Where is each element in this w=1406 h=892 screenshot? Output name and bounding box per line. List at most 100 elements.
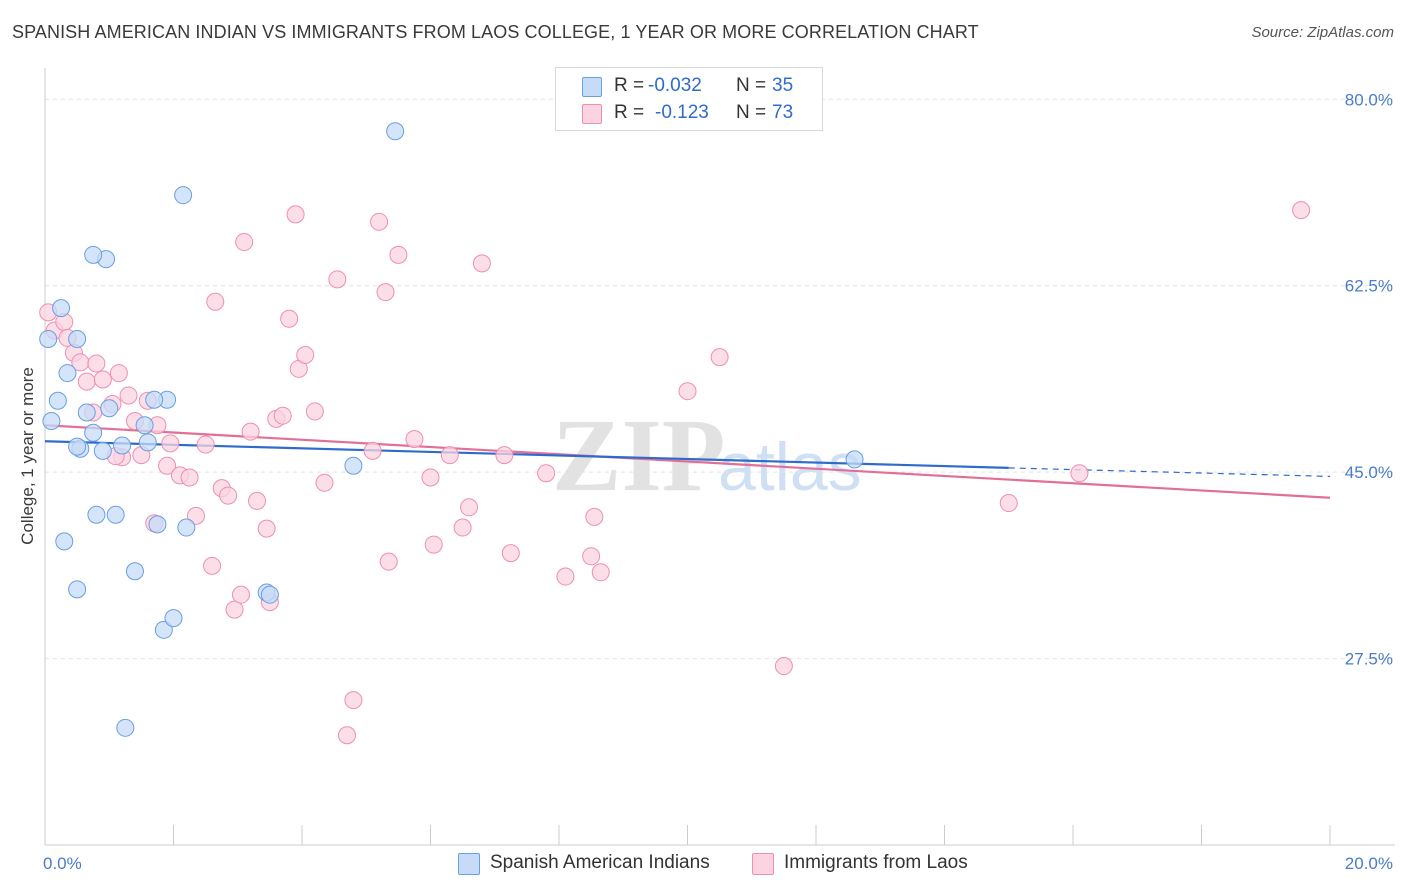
spanish-american-indian-point: [106, 505, 125, 524]
y-tick-label: 27.5%: [1345, 650, 1393, 669]
laos-point: [186, 506, 205, 525]
laos-point: [87, 354, 106, 373]
spanish-american-indian-point: [113, 436, 132, 455]
laos-point: [206, 292, 225, 311]
laos-point: [1292, 201, 1311, 220]
legend-label: Spanish American Indians: [490, 852, 710, 873]
spanish-american-indian-point: [39, 329, 58, 348]
spanish-american-indian-point: [87, 505, 106, 524]
stats-row-spanish-american-indians: R = -0.032 N = 35: [556, 75, 822, 99]
laos-point: [315, 473, 334, 492]
spanish-american-indian-point: [845, 450, 864, 469]
spanish-american-indian-point: [84, 245, 103, 264]
laos-point: [585, 507, 604, 526]
laos-point: [501, 544, 520, 563]
laos-point: [161, 434, 180, 453]
legend-item-spanish-american-indians[interactable]: Spanish American Indians: [458, 852, 728, 876]
spanish-american-indian-point: [125, 562, 144, 581]
spanish-american-indian-point: [164, 609, 183, 628]
laos-point: [305, 402, 324, 421]
spanish-american-indian-point: [58, 364, 77, 383]
spanish-american-indian-point: [260, 585, 279, 604]
n-label: N =: [736, 75, 767, 96]
spanish-american-indian-point: [93, 441, 112, 460]
laos-point: [158, 456, 177, 475]
laos-point: [93, 370, 112, 389]
spanish-american-indian-point: [52, 299, 71, 318]
laos-point: [405, 430, 424, 449]
laos-point: [1070, 464, 1089, 483]
spanish-american-indian-point: [68, 329, 87, 348]
laos-point: [556, 567, 575, 586]
laos-point: [219, 486, 238, 505]
laos-point: [363, 441, 382, 460]
laos-point: [472, 254, 491, 273]
r-value: -0.123: [655, 102, 709, 123]
n-value: 73: [772, 102, 794, 123]
stats-swatch-blue: [582, 77, 602, 97]
laos-point: [999, 494, 1018, 513]
spanish-american-indian-point: [148, 515, 167, 534]
laos-point: [257, 519, 276, 538]
spanish-american-indian-point: [77, 403, 96, 422]
x-tick-label: 20.0%: [1345, 854, 1393, 873]
laos-point: [248, 491, 267, 510]
laos-point: [196, 435, 215, 454]
legend-label: Immigrants from Laos: [784, 852, 968, 873]
y-axis-label: College, 1 year or more: [18, 367, 37, 545]
y-tick-label: 62.5%: [1345, 277, 1393, 296]
spanish-american-indian-point: [68, 580, 87, 599]
spanish-american-indian-point: [42, 412, 61, 431]
laos-point: [379, 552, 398, 571]
laos-point: [460, 498, 479, 517]
x-tick-label: 0.0%: [43, 854, 82, 873]
laos-point: [453, 518, 472, 537]
legend-swatch-pink: [752, 853, 774, 875]
laos-point: [376, 283, 395, 302]
laos-point: [286, 205, 305, 224]
trend-line-extrapolated: [1008, 467, 1331, 478]
laos-point: [231, 585, 250, 604]
laos-point: [337, 726, 356, 745]
stats-swatch-pink: [582, 104, 602, 124]
spanish-american-indian-point: [48, 391, 67, 410]
spanish-american-indian-point: [55, 532, 74, 551]
laos-point: [389, 245, 408, 264]
laos-point: [495, 446, 514, 465]
spanish-american-indian-point: [100, 399, 119, 418]
laos-point: [119, 386, 138, 405]
laos-point: [370, 212, 389, 231]
laos-point: [424, 535, 443, 554]
spanish-american-indian-point: [135, 416, 154, 435]
spanish-american-indian-point: [116, 718, 135, 737]
stats-row-immigrants-from-laos: R = -0.123 N = 73: [556, 102, 822, 126]
spanish-american-indian-point: [68, 437, 87, 456]
spanish-american-indian-point: [138, 433, 157, 452]
laos-point: [537, 464, 556, 483]
legend-item-immigrants-from-laos[interactable]: Immigrants from Laos: [752, 852, 992, 876]
spanish-american-indian-point: [177, 518, 196, 537]
n-label: N =: [736, 102, 767, 123]
y-tick-label: 45.0%: [1345, 463, 1393, 482]
laos-point: [203, 556, 222, 575]
legend-swatch-blue: [458, 853, 480, 875]
laos-point: [235, 233, 254, 252]
spanish-american-indian-point: [154, 620, 173, 639]
spanish-american-indian-point: [145, 390, 164, 409]
n-value: 35: [772, 75, 794, 96]
laos-point: [180, 468, 199, 487]
chart-title: SPANISH AMERICAN INDIAN VS IMMIGRANTS FR…: [12, 22, 979, 42]
laos-point: [710, 348, 729, 367]
trend-line-spanish-american-indians: [44, 440, 1009, 469]
spanish-american-indian-point: [84, 423, 103, 442]
laos-point: [421, 468, 440, 487]
source-label: Source: ZipAtlas.com: [1251, 24, 1394, 41]
spanish-american-indian-point: [386, 122, 405, 141]
laos-point: [582, 547, 601, 566]
laos-point: [77, 372, 96, 391]
spanish-american-indian-point: [344, 456, 363, 475]
correlation-stats-box: R = -0.032 N = 35 R = -0.123 N = 73: [555, 67, 823, 131]
trend-line-immigrants-from-laos: [44, 424, 1331, 499]
r-label: R =: [614, 75, 645, 96]
laos-point: [328, 270, 347, 289]
